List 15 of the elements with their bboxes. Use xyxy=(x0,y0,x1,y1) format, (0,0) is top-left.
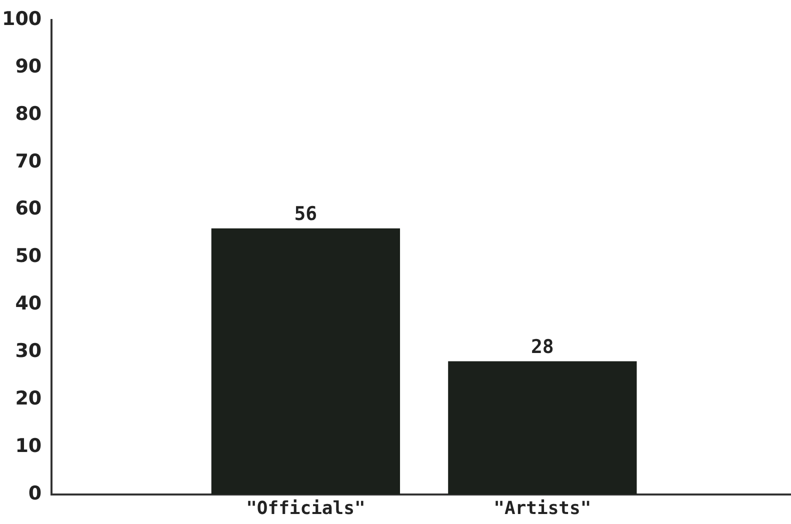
x-tick-label: "Artists" xyxy=(494,498,592,519)
y-tick-label: 80 xyxy=(15,102,42,125)
y-tick-label: 50 xyxy=(15,245,42,268)
data-label: 28 xyxy=(530,336,554,358)
y-tick-label: 70 xyxy=(15,150,42,172)
y-tick-label: 100 xyxy=(2,8,42,30)
y-tick-label: 20 xyxy=(15,387,42,410)
y-tick-label: 40 xyxy=(15,292,42,315)
x-tick-label: "Officials" xyxy=(246,498,366,519)
y-tick-label: 0 xyxy=(28,482,42,504)
y-tick-label: 10 xyxy=(15,434,42,457)
y-tick-label: 90 xyxy=(15,55,42,78)
y-tick-label: 30 xyxy=(15,340,42,362)
data-label: 56 xyxy=(294,203,318,226)
y-tick-label: 60 xyxy=(15,198,42,220)
